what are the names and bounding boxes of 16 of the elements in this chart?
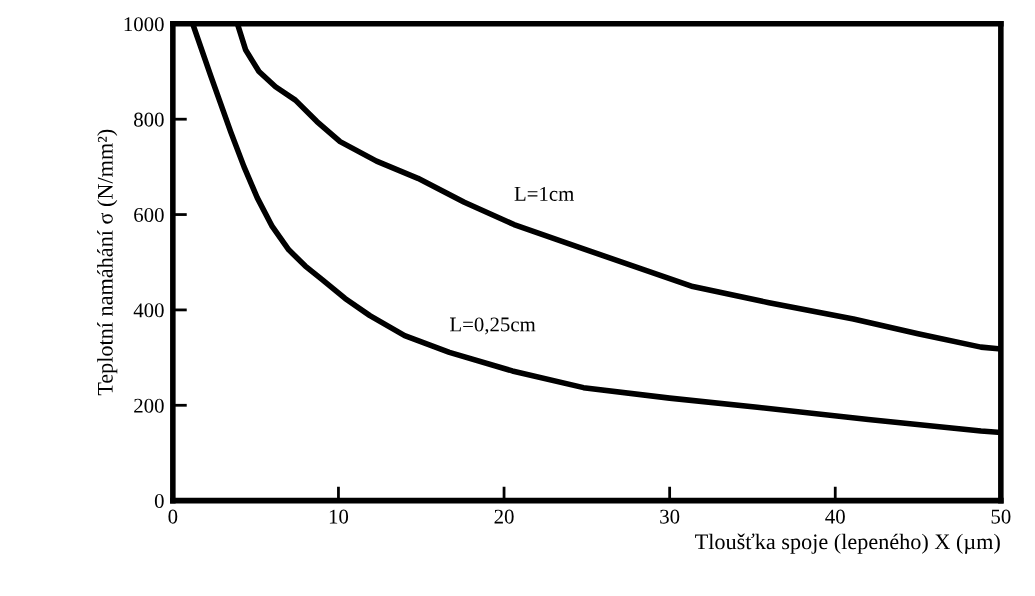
y-tick-label: 200 bbox=[134, 398, 164, 413]
x-tick-label: 30 bbox=[660, 509, 680, 524]
x-tick-label: 0 bbox=[168, 509, 178, 524]
x-axis-title: Tloušťka spoje (lepeného) X (µm) bbox=[695, 533, 1000, 554]
x-tick-label: 40 bbox=[825, 509, 845, 524]
y-axis-title: Teplotní namáhání σ (N/mm²) bbox=[97, 129, 118, 396]
y-tick-label: 1000 bbox=[124, 17, 164, 32]
y-tick-label: 800 bbox=[134, 112, 164, 127]
y-tick-label: 400 bbox=[133, 303, 164, 318]
series-label: L=0,25cm bbox=[450, 317, 536, 335]
series-label: L=1cm bbox=[514, 186, 574, 201]
x-tick-label: 20 bbox=[494, 509, 514, 524]
x-tick-label: 10 bbox=[329, 509, 349, 524]
y-tick-label: 0 bbox=[154, 494, 164, 509]
y-tick-label: 600 bbox=[134, 207, 164, 222]
x-tick-label: 50 bbox=[991, 509, 1011, 524]
